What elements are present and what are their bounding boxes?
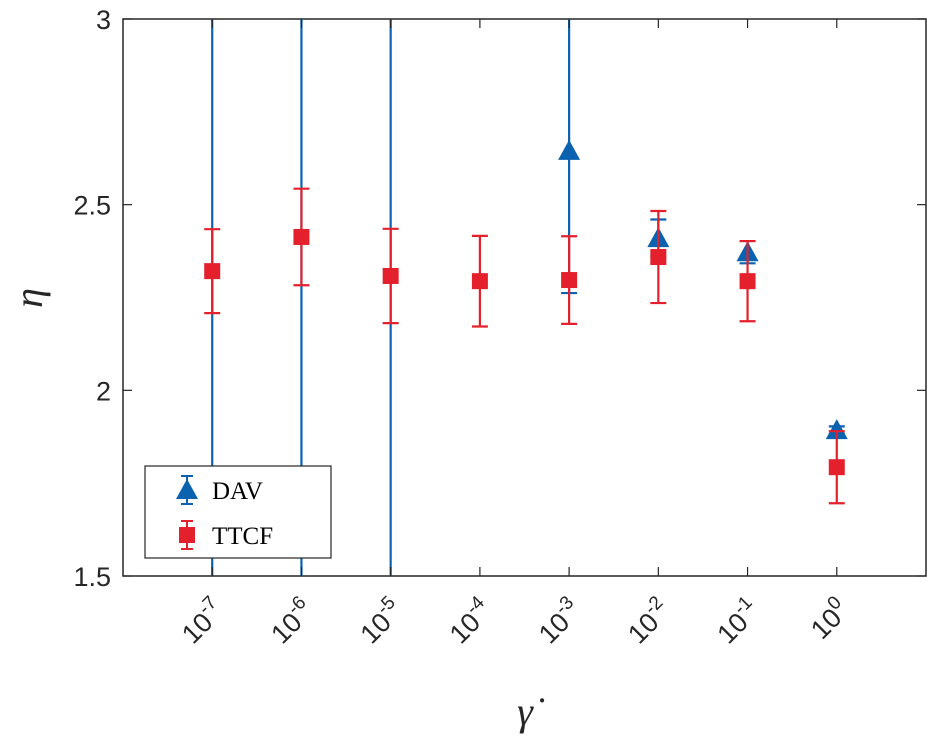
- plot-marks: [204, 19, 848, 576]
- marker: [825, 419, 848, 440]
- x-axis-label: γ̇: [517, 689, 545, 734]
- x-tick-label: 100: [802, 592, 855, 645]
- error-bar: [300, 19, 303, 576]
- marker: [179, 527, 195, 543]
- marker: [739, 273, 756, 290]
- x-tick-label: 10-6: [262, 592, 319, 649]
- marker: [471, 273, 488, 290]
- legend: DAV TTCF: [144, 465, 332, 559]
- legend-label: TTCF: [212, 523, 273, 550]
- x-tick-label: 10-7: [173, 592, 230, 649]
- y-tick-label: 2.5: [73, 191, 111, 221]
- error-bar: [389, 19, 392, 576]
- marker: [558, 139, 581, 160]
- y-tick-label: 1.5: [73, 562, 111, 592]
- y-tick-label: 3: [96, 5, 111, 35]
- marker: [650, 249, 667, 266]
- marker: [176, 479, 198, 499]
- y-tick-label: 2: [96, 376, 111, 406]
- x-tick-label: 10-4: [441, 592, 499, 650]
- x-tick-label: 10-1: [709, 592, 766, 649]
- legend-label: DAV: [212, 478, 263, 505]
- x-tick-label: 10-5: [352, 592, 409, 649]
- x-tick-label: 10-3: [530, 592, 587, 649]
- marker: [293, 228, 310, 245]
- y-axis-label: η: [6, 288, 51, 308]
- marker: [204, 263, 221, 280]
- legend-box: [144, 465, 332, 559]
- error-bar: [211, 19, 214, 576]
- x-tick-label: 10-2: [619, 592, 676, 649]
- marker: [828, 459, 845, 476]
- marker: [382, 267, 399, 284]
- marker: [561, 272, 578, 289]
